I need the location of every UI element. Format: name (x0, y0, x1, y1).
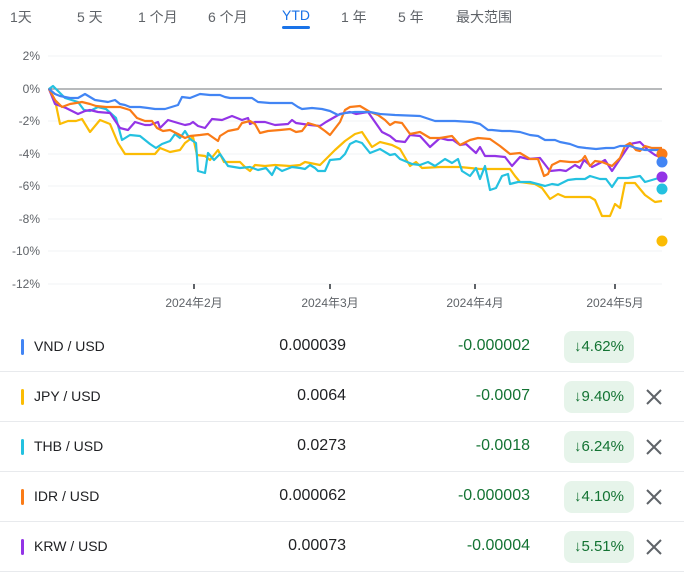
x-tick-label: 2024年3月 (301, 296, 359, 310)
y-tick-label: -10% (11, 244, 40, 258)
percent-change-badge: ↓9.40% (563, 381, 634, 413)
y-tick-label: -6% (18, 179, 40, 193)
series-thb (48, 84, 663, 192)
y-tick-label: 2% (22, 49, 40, 63)
price-value: 0.000039 (279, 337, 346, 354)
endpoint-vnd (656, 156, 668, 168)
price-value: 0.00073 (288, 537, 346, 554)
series-color-swatch (21, 339, 24, 355)
tab-max[interactable]: 最大范围 (456, 9, 512, 25)
tab-5d[interactable]: 5 天 (77, 9, 103, 25)
series-jpy (48, 88, 663, 218)
x-tick-label: 2024年2月 (165, 296, 223, 310)
line-chart[interactable]: 2% 0% -2% -4% -6% -8% -10% -12% (0, 40, 700, 320)
change-value: -0.0018 (475, 437, 530, 454)
series-color-swatch (21, 489, 24, 505)
y-tick-label: -12% (11, 277, 40, 291)
series-idr (48, 88, 662, 178)
x-tick-label: 2024年4月 (446, 296, 504, 310)
close-icon[interactable] (642, 485, 666, 509)
change-value: -0.0007 (475, 387, 530, 404)
percent-change-badge: ↓4.10% (563, 481, 634, 513)
x-tick-label: 2024年5月 (586, 296, 644, 310)
percent-change-badge: ↓6.24% (563, 431, 634, 463)
change-value: -0.00004 (466, 537, 530, 554)
price-value: 0.0273 (297, 437, 346, 454)
y-tick-label: -8% (18, 212, 40, 226)
table-row-idr[interactable]: IDR / USD 0.000062 -0.000003 ↓4.10% (0, 472, 684, 522)
tab-6m[interactable]: 6 个月 (208, 9, 248, 25)
change-value: -0.000003 (457, 487, 530, 504)
time-range-tabs: 1天 5 天 1 个月 6 个月 YTD 1 年 5 年 最大范围 (0, 0, 700, 32)
currency-pair: IDR / USD (34, 488, 100, 504)
close-icon[interactable] (642, 435, 666, 459)
close-icon[interactable] (642, 385, 666, 409)
y-tick-label: 0% (22, 82, 40, 96)
tab-1y[interactable]: 1 年 (341, 9, 367, 25)
tab-5y[interactable]: 5 年 (398, 9, 424, 25)
percent-change-badge: ↓5.51% (563, 531, 634, 563)
table-row-krw[interactable]: KRW / USD 0.00073 -0.00004 ↓5.51% (0, 522, 684, 572)
tab-1d[interactable]: 1天 (10, 9, 32, 25)
table-row-jpy[interactable]: JPY / USD 0.0064 -0.0007 ↓9.40% (0, 372, 684, 422)
tab-1m[interactable]: 1 个月 (138, 9, 178, 25)
endpoint-thb (656, 183, 668, 195)
price-value: 0.0064 (297, 387, 346, 404)
series-krw (47, 88, 663, 173)
percent-change-badge: ↓4.62% (563, 331, 634, 363)
series-vnd (48, 88, 662, 152)
tab-ytd[interactable]: YTD (282, 7, 310, 29)
comparison-table: VND / USD 0.000039 -0.000002 ↓4.62% JPY … (0, 322, 684, 572)
y-tick-label: -4% (18, 147, 40, 161)
change-value: -0.000002 (457, 337, 530, 354)
price-value: 0.000062 (279, 487, 346, 504)
currency-pair: THB / USD (34, 438, 104, 454)
series-color-swatch (21, 389, 24, 405)
table-row-thb[interactable]: THB / USD 0.0273 -0.0018 ↓6.24% (0, 422, 684, 472)
chart-plot (47, 55, 668, 289)
endpoint-idr (656, 148, 668, 160)
currency-pair: KRW / USD (34, 538, 108, 554)
currency-pair: VND / USD (34, 338, 105, 354)
close-icon[interactable] (642, 535, 666, 559)
y-tick-label: -2% (18, 114, 40, 128)
endpoint-jpy (656, 235, 668, 247)
currency-pair: JPY / USD (34, 388, 101, 404)
series-color-swatch (21, 439, 24, 455)
table-row-vnd[interactable]: VND / USD 0.000039 -0.000002 ↓4.62% (0, 322, 684, 372)
series-color-swatch (21, 539, 24, 555)
endpoint-krw (656, 171, 668, 183)
